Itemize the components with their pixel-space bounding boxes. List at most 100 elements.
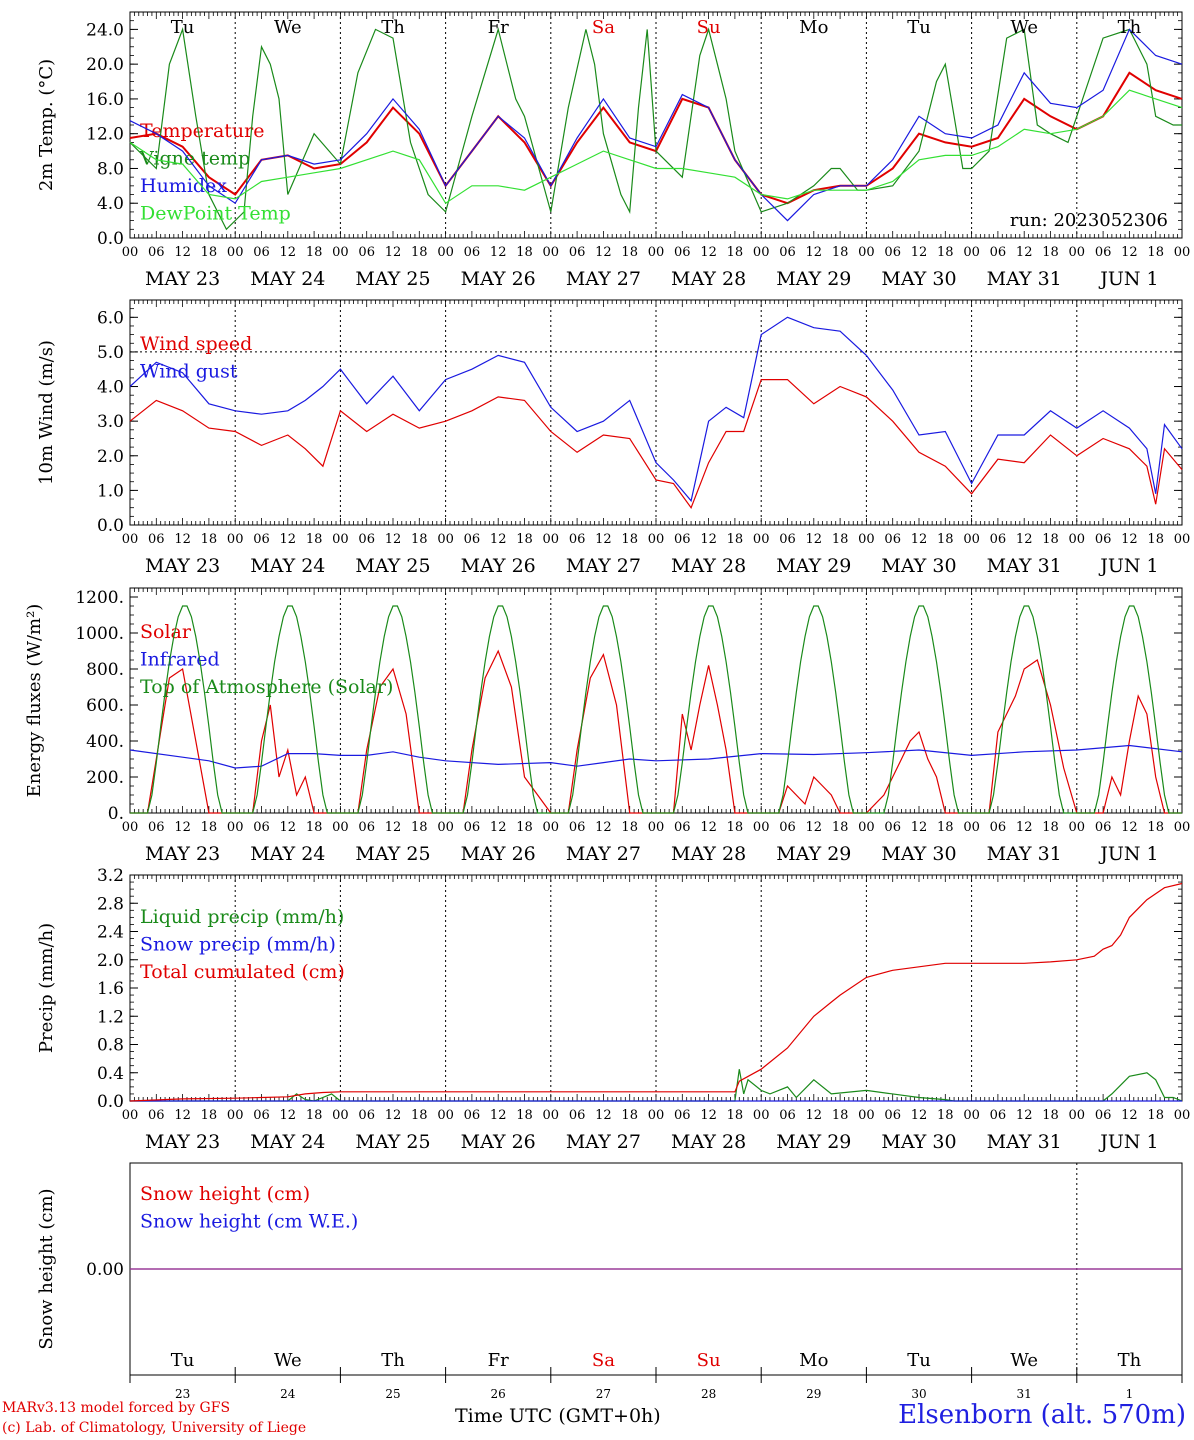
weekday-label: Sa: [592, 17, 615, 38]
hour-tick-label: 12: [806, 1108, 823, 1123]
hour-tick-label: 06: [569, 245, 586, 260]
hour-tick-label: 06: [253, 820, 270, 835]
day-number-label: 30: [911, 1387, 926, 1401]
date-label: MAY 29: [776, 843, 851, 865]
hour-tick-label: 12: [490, 820, 507, 835]
date-label: MAY 25: [355, 843, 430, 865]
hour-tick-label: 18: [727, 532, 744, 547]
date-label: MAY 30: [881, 268, 956, 290]
hour-tick-label: 18: [621, 820, 638, 835]
hour-tick-label: 00: [753, 532, 770, 547]
weekday-label: We: [274, 1350, 302, 1371]
weekday-label: Tu: [171, 17, 195, 38]
hour-tick-label: 00: [1069, 532, 1086, 547]
hour-tick-label: 00: [1069, 245, 1086, 260]
hour-tick-label: 00: [122, 245, 139, 260]
legend-entry: DewPoint Temp: [140, 203, 291, 225]
hour-tick-label: 12: [280, 245, 297, 260]
hour-tick-label: 18: [306, 1108, 323, 1123]
model-credit: MARv3.13 model forced by GFS: [2, 1400, 231, 1416]
hour-tick-label: 06: [884, 245, 901, 260]
weekday-label: We: [1010, 1350, 1038, 1371]
panel-3: 0. 200. 400. 600. 800. 1000. 1200. Energy fluxe…: [24, 587, 1190, 865]
hour-tick-label: 00: [122, 1108, 139, 1123]
y-tick-label: 20.0: [86, 55, 124, 75]
y-tick-label: 5.0: [97, 343, 124, 363]
legend-entry: Vigne temp: [139, 148, 250, 170]
hour-tick-label: 18: [1042, 245, 1059, 260]
date-label: MAY 31: [987, 1131, 1062, 1153]
hour-tick-label: 18: [201, 532, 218, 547]
hour-tick-label: 00: [648, 1108, 665, 1123]
hour-tick-label: 00: [122, 532, 139, 547]
weekday-label: We: [1010, 17, 1038, 38]
hour-tick-label: 18: [727, 820, 744, 835]
date-label: JUN 1: [1098, 555, 1158, 577]
date-label: MAY 27: [566, 843, 641, 865]
weekday-label: Th: [381, 17, 405, 38]
hour-tick-label: 18: [201, 245, 218, 260]
date-label: MAY 23: [145, 843, 220, 865]
hour-tick-label: 06: [1095, 245, 1112, 260]
x-axis-label: Time UTC (GMT+0h): [455, 1405, 661, 1427]
day-number-label: 27: [596, 1387, 611, 1401]
day-number-label: 23: [175, 1387, 190, 1401]
hour-tick-label: 18: [832, 532, 849, 547]
date-label: MAY 28: [671, 268, 746, 290]
hour-tick-label: 06: [884, 1108, 901, 1123]
date-label: MAY 28: [671, 1131, 746, 1153]
hour-tick-label: 12: [911, 245, 928, 260]
weekday-label: Su: [697, 1350, 721, 1371]
series-line-infrared: [129, 744, 1183, 769]
y-tick-label: 800.: [86, 660, 124, 680]
hour-tick-label: 12: [911, 532, 928, 547]
hour-tick-label: 00: [963, 532, 980, 547]
hour-tick-label: 12: [700, 245, 717, 260]
weekday-label: Mo: [799, 17, 828, 38]
series-line-liquid-precip-mm-h-: [130, 1069, 1183, 1102]
hour-tick-label: 12: [385, 245, 402, 260]
hour-tick-label: 06: [674, 820, 691, 835]
hour-tick-label: 00: [332, 245, 349, 260]
y-tick-label: 1.6: [97, 979, 124, 999]
date-label: MAY 26: [461, 555, 536, 577]
hour-tick-label: 06: [884, 532, 901, 547]
day-number-label: 28: [701, 1387, 716, 1401]
date-label: JUN 1: [1098, 268, 1158, 290]
hour-tick-label: 12: [700, 1108, 717, 1123]
weekday-label: Tu: [171, 1350, 195, 1371]
y-axis-label: Energy fluxes (W/m²): [24, 604, 45, 798]
hour-tick-label: 06: [990, 532, 1007, 547]
date-label: MAY 27: [566, 268, 641, 290]
hour-tick-label: 06: [148, 532, 165, 547]
date-label: MAY 23: [145, 555, 220, 577]
date-label: MAY 24: [250, 555, 325, 577]
hour-tick-label: 12: [490, 245, 507, 260]
hour-tick-label: 06: [779, 532, 796, 547]
weekday-label: Fr: [488, 1350, 509, 1371]
y-tick-label: 600.: [86, 696, 124, 716]
hour-tick-label: 06: [1095, 820, 1112, 835]
hour-tick-label: 18: [937, 1108, 954, 1123]
panel-5: 0.00 Snow height (cm) Snow height (cm) Snow…: [36, 1162, 1183, 1401]
hour-tick-label: 00: [543, 532, 560, 547]
hour-tick-label: 18: [201, 1108, 218, 1123]
hour-tick-label: 12: [595, 820, 612, 835]
series-line-wind-speed: [129, 379, 1183, 509]
hour-tick-label: 00: [437, 1108, 454, 1123]
hour-tick-label: 00: [963, 245, 980, 260]
legend-entry: Humidex: [140, 175, 227, 197]
y-tick-label: 24.0: [86, 20, 124, 40]
hour-tick-label: 06: [569, 1108, 586, 1123]
hour-tick-label: 00: [227, 820, 244, 835]
series-line-wind-gust: [129, 316, 1183, 503]
hour-tick-label: 00: [648, 820, 665, 835]
hour-tick-label: 18: [832, 820, 849, 835]
series-line-vigne-temp: [129, 27, 1182, 231]
y-axis-label: Snow height (cm): [36, 1188, 57, 1349]
date-label: MAY 24: [250, 268, 325, 290]
y-tick-label: 4.0: [97, 378, 124, 398]
y-tick-label: 0.00: [86, 1260, 124, 1280]
legend-entry: Wind speed: [140, 333, 252, 355]
y-tick-label: 0.0: [97, 229, 124, 249]
